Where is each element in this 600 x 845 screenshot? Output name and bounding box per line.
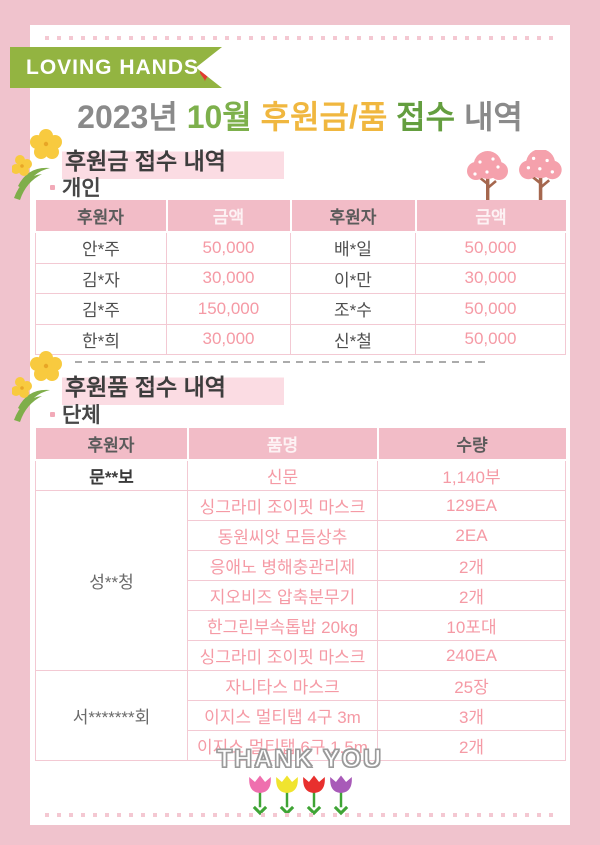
item-name-cell: 한그린부속톱밥 20kg [187,610,378,641]
donor-name-cell: 안*주 [35,231,167,264]
heart-icon: ♥ [199,64,212,86]
tulip-icon [274,774,300,821]
amount-cell: 30,000 [166,323,291,355]
top-dotted-border [45,36,555,40]
trees-icon [467,150,562,204]
thank-you-text: THANK YOU [216,744,384,773]
title-part: 2023년 [77,99,187,135]
donor-name-cell: 신*철 [290,323,416,355]
quantity-cell: 1,140부 [377,459,566,491]
column-header: 후원자 [35,200,168,233]
quantity-cell: 240EA [377,640,566,671]
quantity-cell: 2개 [377,580,566,611]
amount-cell: 50,000 [415,293,566,325]
flower-big-blossom [30,129,62,159]
item-name-cell: 동원씨앗 모듬상추 [187,520,378,551]
quantity-cell: 10포대 [377,610,566,641]
table-row: 한*희 30,000 신*철 50,000 [35,323,566,355]
item-name-cell: 자니타스 마스크 [187,670,378,701]
donor-name-cell: 조*수 [290,293,416,325]
table-row: 문**보 신문 1,140부 [35,459,566,491]
title-part: 후원금/품 [260,99,397,135]
flower-icon [12,351,62,422]
donor-name-cell: 문**보 [35,459,188,491]
table-row: 김*주 150,000 조*수 50,000 [35,293,566,325]
tulip-icon [301,774,327,821]
table-header-row: 후원자 품명 수량 [35,428,566,461]
tulip-icon [328,774,354,821]
column-header: 후원자 [289,200,417,233]
section1-subtitle: 개인 [50,172,101,202]
column-header: 품명 [186,428,379,461]
quantity-cell: 3개 [377,700,566,731]
page-title: 2023년 10월 후원금/품 접수 내역 [0,92,600,138]
item-name-cell: 신문 [187,459,378,491]
column-header: 후원자 [35,428,189,461]
table-header-row: 후원자 금액 후원자 금액 [35,200,566,233]
tulip-icon [247,774,273,821]
amount-cell: 30,000 [166,262,291,294]
section2-subtitle: 단체 [50,399,101,429]
item-name-cell: 싱그라미 조이핏 마스크 [187,640,378,671]
quantity-cell: 2개 [377,730,566,761]
column-header: 금액 [414,200,566,233]
table-row: 한그린부속톱밥 20kg 10포대 [36,610,566,641]
dashed-divider [75,361,487,363]
table-row: 응애노 병해충관리제 2개 [36,550,566,581]
column-header: 금액 [165,200,292,233]
donor-name-cell: 성**청 [35,490,188,671]
quantity-cell: 25장 [377,670,566,701]
quantity-cell: 129EA [377,490,566,521]
donor-name-cell: 서*******회 [35,670,188,761]
table-row: 안*주 50,000 배*일 50,000 [35,231,566,264]
column-header: 수량 [376,428,566,461]
table-row: 이지스 멀티탭 4구 3m 3개 [36,700,566,731]
item-name-cell: 지오비즈 압축분무기 [187,580,378,611]
amount-cell: 30,000 [415,262,566,294]
item-name-cell: 응애노 병해충관리제 [187,550,378,581]
quantity-cell: 2개 [377,550,566,581]
table-row: 서*******회 자니타스 마스크 25장 [35,670,566,761]
table-row: 이지스 멀티탭 6구 1.5m 2개 [36,730,566,761]
table-row: 성**청 싱그라미 조이핏 마스크 129EA [35,490,566,671]
table-row: 김*자 30,000 이*만 30,000 [35,262,566,294]
bullet-icon [50,184,55,190]
section2-title: 후원품 접수 내역 [62,367,284,405]
donation-goods-table: 후원자 품명 수량 문**보 신문 1,140부 성**청 싱그라미 조이핏 마스크 129E… [35,428,566,761]
quantity-cell: 2EA [377,520,566,551]
flower-small-blossom [12,155,32,176]
bullet-icon [50,411,55,417]
donor-name-cell: 김*주 [35,293,167,325]
donor-name-cell: 배*일 [290,231,416,264]
donor-name-cell: 김*자 [35,262,167,294]
logo-text: LOVING HANDS [26,55,200,79]
flower-icon [12,129,62,200]
amount-cell: 50,000 [415,231,566,264]
donor-name-cell: 한*희 [35,323,167,355]
item-name-cell: 이지스 멀티탭 4구 3m [187,700,378,731]
item-name-cell: 싱그라미 조이핏 마스크 [187,490,378,521]
title-part: 내역 [463,99,523,135]
title-part: 10월 [186,99,261,135]
tulips-row [0,774,600,821]
table-row: 싱그라미 조이핏 마스크 240EA [36,640,566,671]
donation-money-table: 후원자 금액 후원자 금액 안*주 50,000 배*일 50,000 김*자 30,000 이*… [35,200,566,355]
section1-title: 후원금 접수 내역 [62,141,284,179]
logo-banner: LOVING HANDS ♥ [10,47,222,88]
bottom-dotted-border [45,813,555,817]
donor-name-cell: 이*만 [290,262,416,294]
amount-cell: 50,000 [415,323,566,355]
amount-cell: 50,000 [166,231,291,264]
title-part: 접수 [396,99,464,135]
amount-cell: 150,000 [166,293,291,325]
